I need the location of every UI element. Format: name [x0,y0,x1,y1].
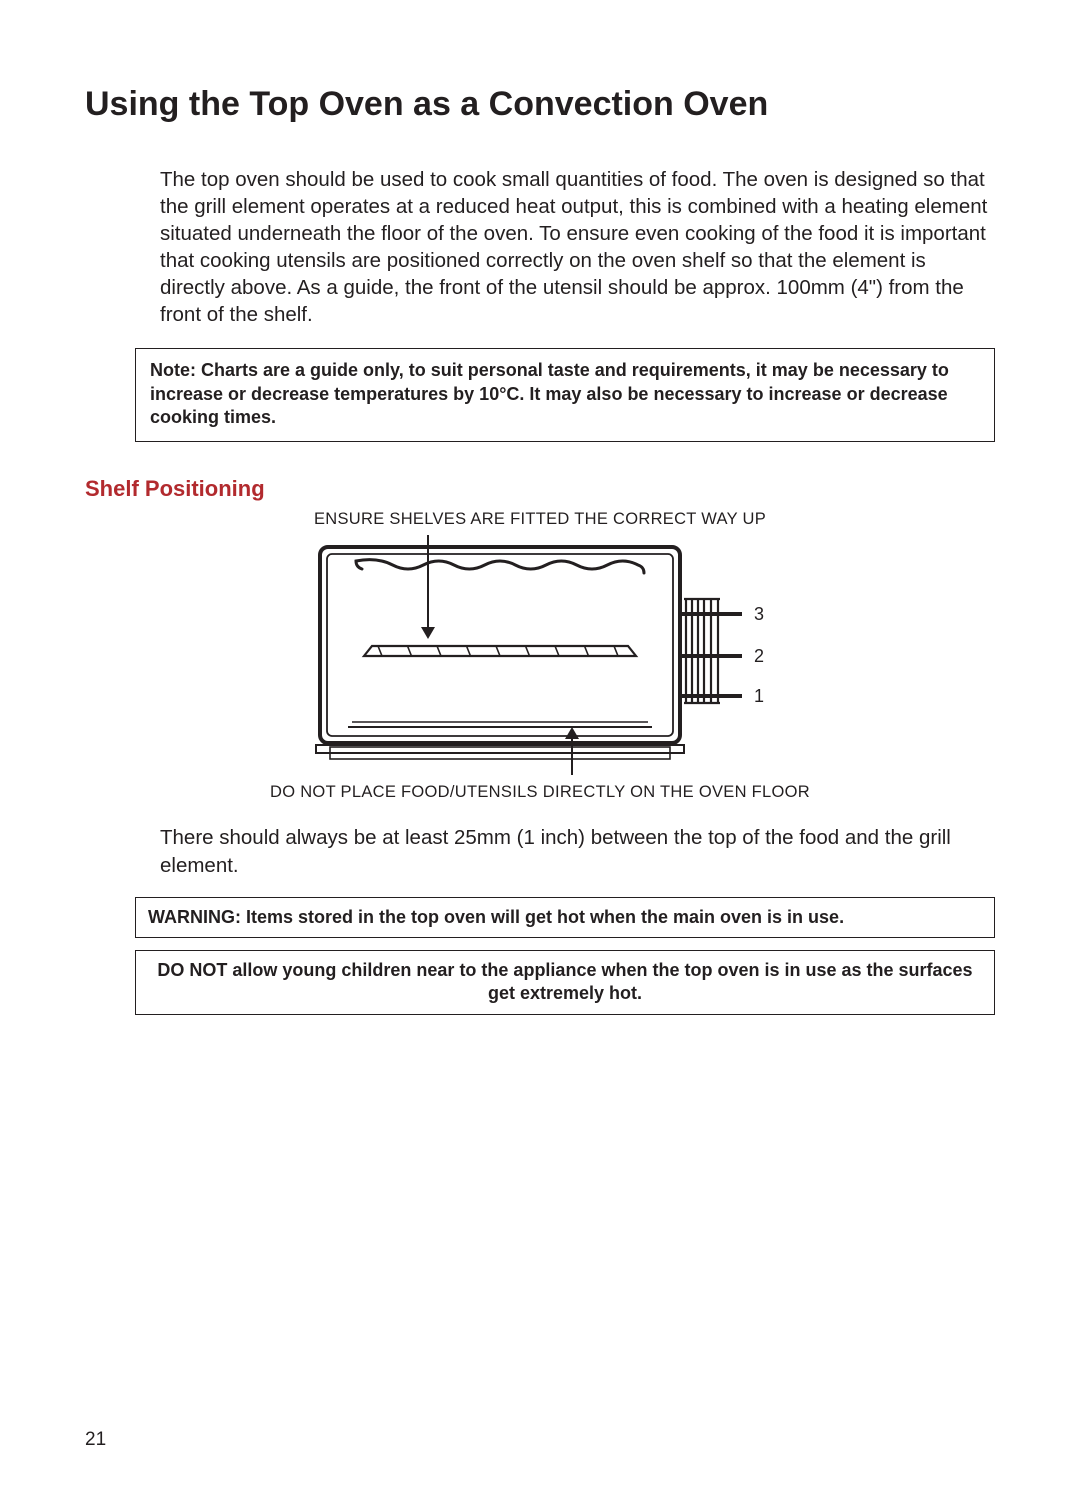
page-heading: Using the Top Oven as a Convection Oven [85,85,995,124]
oven-diagram: 3 2 1 [310,535,770,775]
manual-page: Using the Top Oven as a Convection Oven … [0,0,1080,1511]
note-box: Note: Charts are a guide only, to suit p… [135,348,995,442]
svg-text:3: 3 [754,604,764,624]
clearance-paragraph: There should always be at least 25mm (1 … [160,824,965,878]
svg-text:1: 1 [754,686,764,706]
warning-box-1: WARNING: Items stored in the top oven wi… [135,897,995,938]
intro-block: The top oven should be used to cook smal… [85,166,995,328]
subheading-shelf-positioning: Shelf Positioning [85,476,995,502]
shelf-diagram-block: ENSURE SHELVES ARE FITTED THE CORRECT WA… [85,510,995,802]
diagram-caption-top: ENSURE SHELVES ARE FITTED THE CORRECT WA… [314,510,766,529]
intro-paragraph: The top oven should be used to cook smal… [160,166,990,328]
page-number: 21 [85,1429,106,1451]
warning-2: DO NOT allow young children near to the … [148,959,982,1006]
svg-text:2: 2 [754,646,764,666]
note-text: Note: Charts are a guide only, to suit p… [150,359,980,429]
diagram-caption-bottom: DO NOT PLACE FOOD/UTENSILS DIRECTLY ON T… [270,783,810,802]
warning-1: WARNING: Items stored in the top oven wi… [148,906,982,929]
warning-box-2: DO NOT allow young children near to the … [135,950,995,1015]
